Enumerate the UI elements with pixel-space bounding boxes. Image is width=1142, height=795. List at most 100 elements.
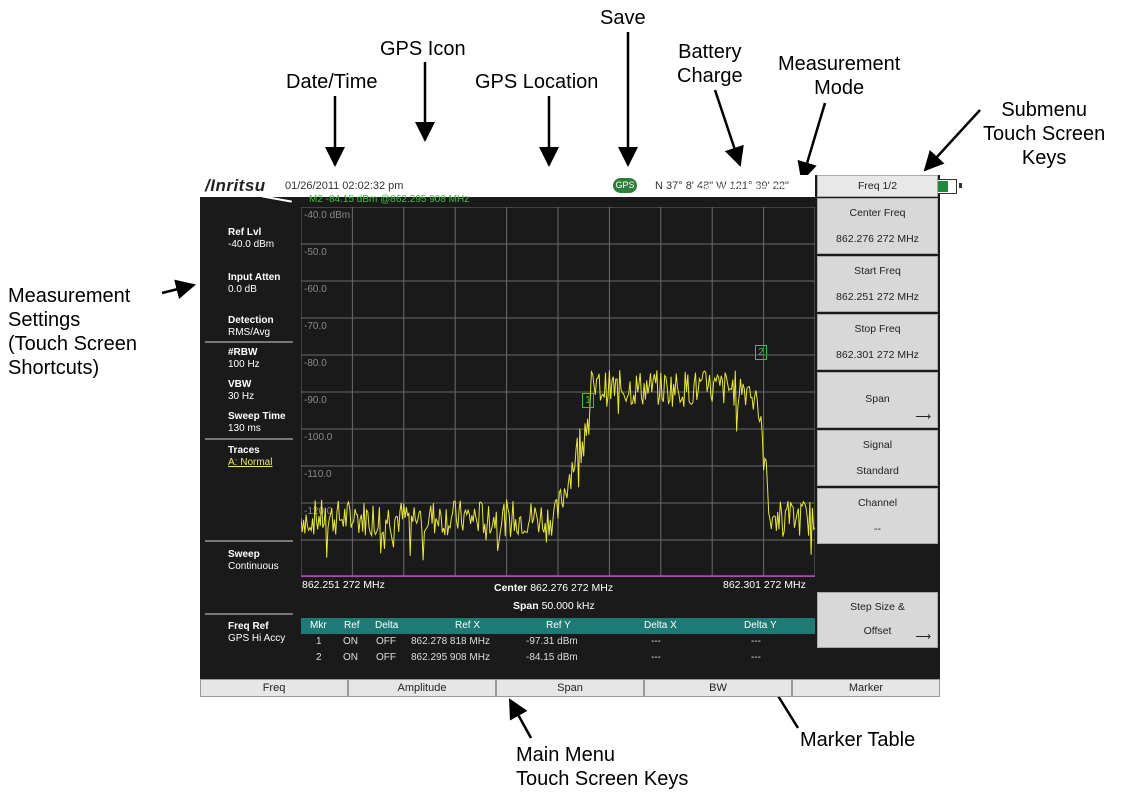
setting-value: A: Normal xyxy=(228,457,273,468)
key-value: -- xyxy=(874,523,881,535)
cell: ON xyxy=(343,652,358,663)
callout-settings-line1: Measurement xyxy=(8,285,131,307)
cell: --- xyxy=(751,636,761,647)
key-value: 862.301 272 MHz xyxy=(836,349,919,361)
start-freq-button[interactable]: Start Freq 862.251 272 MHz xyxy=(817,256,938,312)
callout-submenu-line3: Keys xyxy=(1021,147,1067,169)
marker-1-flag[interactable]: 1 xyxy=(582,393,594,408)
center-value: 862.276 272 MHz xyxy=(530,582,614,594)
arrow-settings xyxy=(161,279,196,300)
callout-mainmenu-line1: Main Menu xyxy=(516,744,615,766)
gps-icon: GPS xyxy=(613,178,637,193)
key-value: 862.276 272 MHz xyxy=(836,233,919,245)
setting-rbw[interactable]: #RBW 100 Hz xyxy=(228,347,260,371)
spectrum-plot[interactable]: -40.0 dBm -50.0 -60.0 -70.0 -80.0 -90.0 -100.0… xyxy=(301,207,815,577)
main-menu-marker[interactable]: Marker xyxy=(792,679,940,697)
setting-value: RMS/Avg xyxy=(228,327,271,338)
table-row[interactable]: 2 ON OFF 862.295 908 MHz -84.15 dBm --- … xyxy=(301,650,815,666)
col-delta: Delta xyxy=(375,620,399,631)
instrument-screen xyxy=(200,175,940,697)
span-value: 50.000 kHz xyxy=(541,600,595,612)
spectrum-trace xyxy=(301,369,815,561)
callout-mode-line2: Mode xyxy=(814,77,865,99)
setting-label: VBW xyxy=(228,379,252,390)
arrow-main-menu xyxy=(508,698,533,739)
setting-sweep[interactable]: Sweep Continuous xyxy=(228,549,279,573)
callout-gps-location: GPS Location xyxy=(475,71,599,93)
divider xyxy=(205,341,293,343)
y-tick-label: -50.0 xyxy=(304,247,327,258)
arrow-battery xyxy=(713,89,744,167)
y-tick-label: -110.0 xyxy=(304,469,332,480)
setting-value: 30 Hz xyxy=(228,391,255,402)
setting-sweep-time[interactable]: Sweep Time 130 ms xyxy=(228,411,286,435)
setting-value: 0.0 dB xyxy=(228,284,257,295)
y-tick-label: -90.0 xyxy=(304,395,327,406)
setting-input-atten[interactable]: Input Atten 0.0 dB xyxy=(228,272,280,296)
y-tick-label: -40.0 dBm xyxy=(304,210,350,221)
callout-settings-line4: Shortcuts) xyxy=(8,357,100,379)
callout-settings-line2: Settings xyxy=(8,309,81,331)
center-freq-button[interactable]: Center Freq 862.276 272 MHz xyxy=(817,198,938,254)
step-size-offset-button[interactable]: Step Size & Offset ⟶ xyxy=(817,592,938,648)
channel-button[interactable]: Channel -- xyxy=(817,488,938,544)
submenu-arrow-icon: ⟶ xyxy=(915,411,931,423)
setting-value: 130 ms xyxy=(228,423,261,434)
status-datetime: 01/26/2011 02:02:32 pm xyxy=(285,180,404,192)
setting-ref-level[interactable]: Ref Lvl -40.0 dBm xyxy=(228,227,274,251)
plot-marker-readout: M2 -84.15 dBm @862.295 908 MHz xyxy=(309,194,470,205)
anritsu-logo: /Inritsu xyxy=(205,176,266,195)
marker-2-flag[interactable]: 2 xyxy=(755,345,767,360)
y-tick-label: -80.0 xyxy=(304,358,327,369)
signal-standard-button[interactable]: Signal Standard xyxy=(817,430,938,486)
callout-measurement-settings: Measurement Settings (Touch Screen Short… xyxy=(8,284,137,380)
setting-detection[interactable]: Detection RMS/Avg xyxy=(228,315,274,339)
key-label: Signal xyxy=(862,439,893,451)
divider xyxy=(205,613,293,615)
submenu-title: Freq 1/2 xyxy=(817,175,938,197)
main-menu-freq[interactable]: Freq xyxy=(200,679,348,697)
stop-freq-button[interactable]: Stop Freq 862.301 272 MHz xyxy=(817,314,938,370)
setting-label: Traces xyxy=(228,445,260,456)
status-gps-location: N 37° 8' 48" W 121° 39' 22" xyxy=(655,180,789,192)
key-label: Stop Freq xyxy=(854,323,901,335)
battery-tip-icon xyxy=(959,183,962,188)
setting-label: Ref Lvl xyxy=(228,227,262,238)
measurement-settings-panel: Ref Lvl -40.0 dBm Input Atten 0.0 dB Det… xyxy=(200,197,296,677)
key-label: Channel xyxy=(857,497,898,509)
cell: 862.278 818 MHz xyxy=(411,636,490,647)
table-row[interactable]: 1 ON OFF 862.278 818 MHz -97.31 dBm --- … xyxy=(301,634,815,650)
y-tick-label: -120.0 xyxy=(304,506,333,517)
key-value: Offset xyxy=(863,625,892,637)
stop-freq-label: 862.301 272 MHz xyxy=(723,579,806,591)
setting-label: Input Atten xyxy=(228,272,281,283)
key-label: Start Freq xyxy=(854,265,901,277)
cell: --- xyxy=(651,652,661,663)
callout-submenu: Submenu Touch Screen Keys xyxy=(983,98,1105,170)
setting-traces[interactable]: Traces A: Normal xyxy=(228,445,272,469)
marker-table-header: Mkr Ref Delta Ref X Ref Y Delta X Delta … xyxy=(301,618,815,634)
cell: -84.15 dBm xyxy=(526,652,578,663)
marker-table[interactable]: Mkr Ref Delta Ref X Ref Y Delta X Delta … xyxy=(301,618,815,666)
cell: OFF xyxy=(376,652,396,663)
key-label: Center Freq xyxy=(849,207,906,219)
setting-value: 100 Hz xyxy=(228,359,260,370)
span-button[interactable]: Span ⟶ xyxy=(817,372,938,428)
setting-label: Sweep Time xyxy=(228,411,286,422)
submenu-arrow-icon: ⟶ xyxy=(915,631,931,643)
main-menu-bw[interactable]: BW xyxy=(644,679,792,697)
callout-battery: Battery Charge xyxy=(677,40,743,88)
main-menu-amplitude[interactable]: Amplitude xyxy=(348,679,496,697)
main-menu-span[interactable]: Span xyxy=(496,679,644,697)
setting-label: Freq Ref xyxy=(228,621,269,632)
setting-vbw[interactable]: VBW 30 Hz xyxy=(228,379,254,403)
setting-label: #RBW xyxy=(228,347,258,358)
start-freq-label: 862.251 272 MHz xyxy=(302,579,385,591)
cell: 2 xyxy=(316,652,322,663)
setting-freq-ref[interactable]: Freq Ref GPS Hi Accy xyxy=(228,621,285,645)
y-tick-label: -70.0 xyxy=(304,321,327,332)
center-label: Center xyxy=(494,582,528,594)
setting-label: Sweep xyxy=(228,549,260,560)
cell: -97.31 dBm xyxy=(526,636,578,647)
